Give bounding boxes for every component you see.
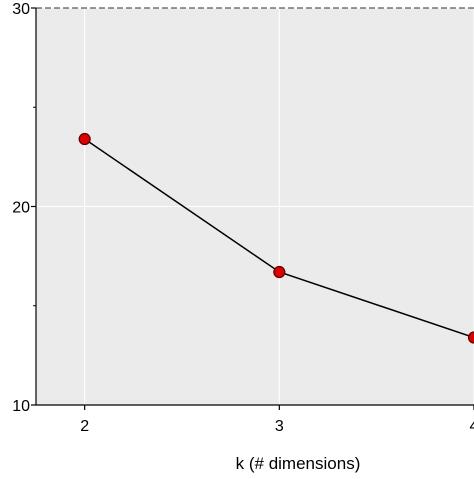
y-tick-label-0: 10	[12, 398, 30, 415]
x-axis-title: k (# dimensions)	[236, 454, 361, 473]
x-tick-label-2: 4	[470, 418, 474, 435]
y-tick-label-2: 30	[12, 1, 30, 18]
x-tick-label-1: 3	[275, 418, 284, 435]
data-point-2	[469, 332, 474, 343]
x-tick-label-0: 2	[80, 418, 89, 435]
data-point-1	[274, 267, 285, 278]
y-tick-label-1: 20	[12, 200, 30, 217]
plot-layer: 10 20 30 2 3 4 k (# dimensions)	[12, 1, 474, 473]
data-point-0	[79, 134, 90, 145]
